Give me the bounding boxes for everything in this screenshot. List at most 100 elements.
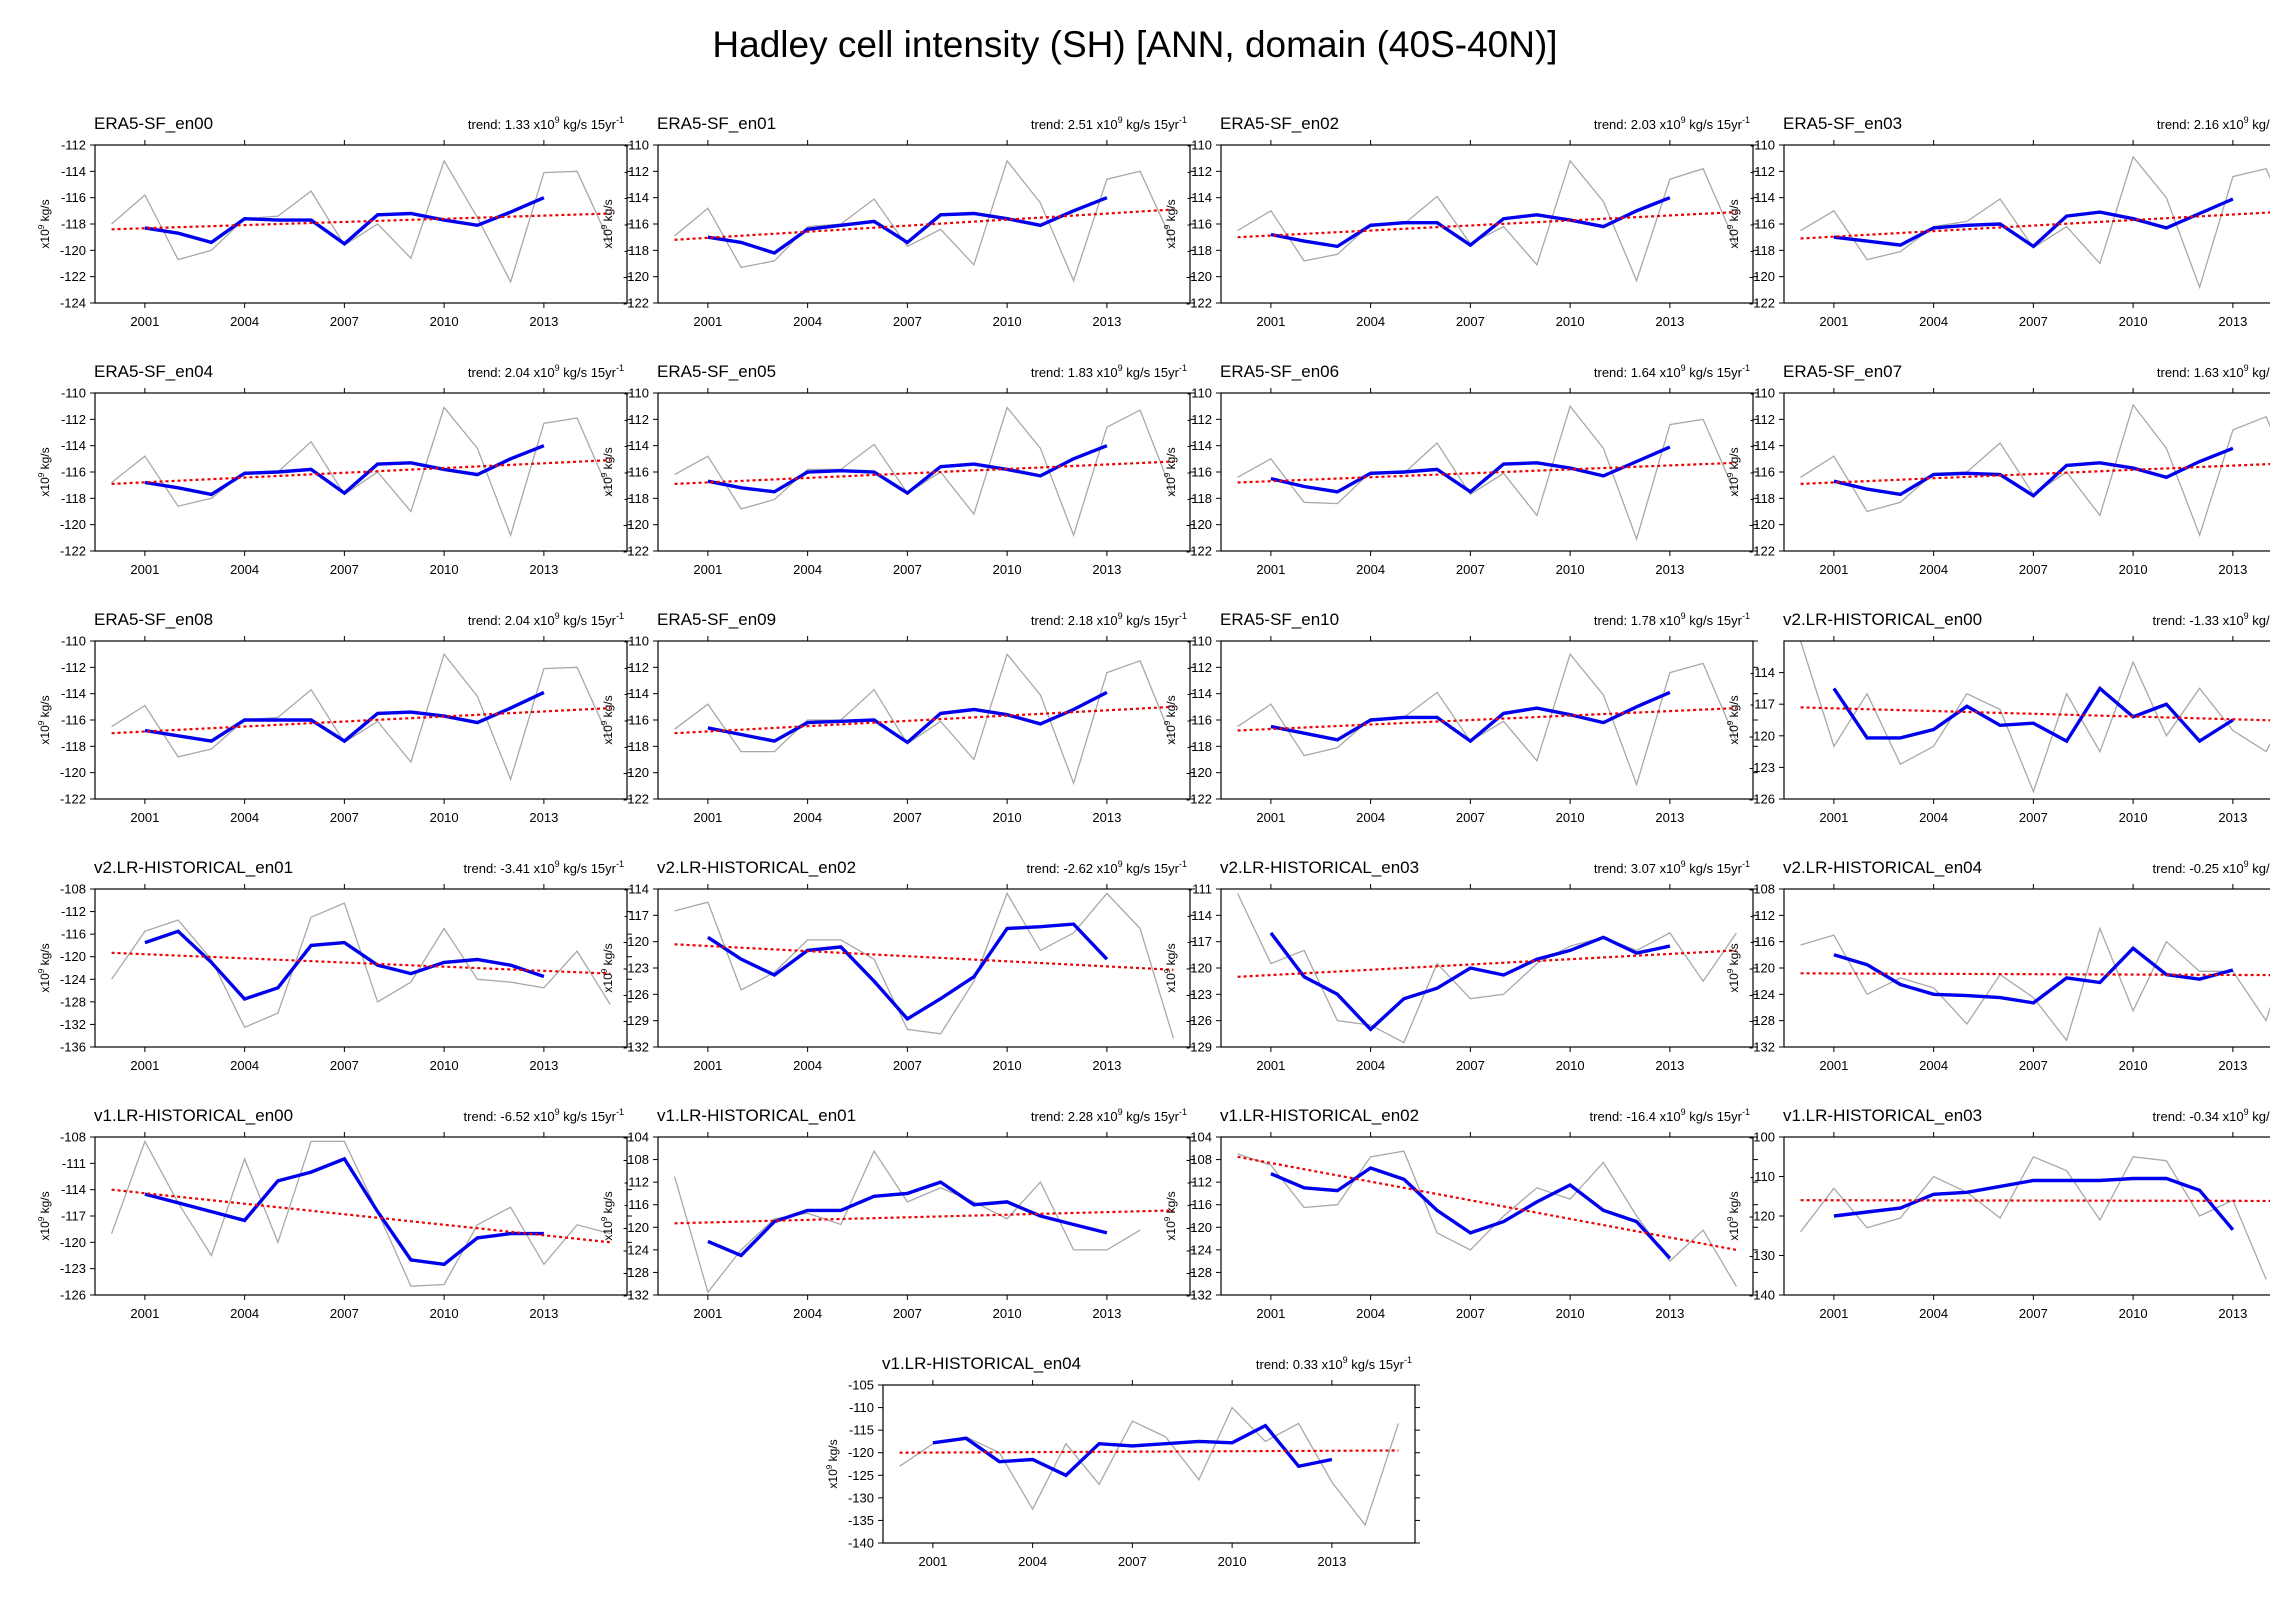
y-axis-label: x109 kg/s <box>600 447 615 496</box>
y-tick-label: -120 <box>1749 517 1775 532</box>
series-smoothed-line <box>144 444 545 497</box>
chart-panel: ERA5-SF_en09 trend: 2.18 x109 kg/s 15yr-1… <box>600 610 1195 825</box>
y-tick-label: -108 <box>1749 882 1775 897</box>
series-raw-line <box>1800 155 2270 290</box>
y-tick-label: -118 <box>1187 739 1212 754</box>
y-axis-label: x109 kg/s <box>600 199 615 248</box>
panel-title: v1.LR-HISTORICAL_en03 <box>1783 1106 1982 1125</box>
panel-title: ERA5-SF_en08 <box>94 610 213 629</box>
x-tick-label: 2013 <box>529 810 558 825</box>
y-tick-label: -112 <box>624 164 649 179</box>
x-tick-label: 2010 <box>1218 1554 1247 1569</box>
series-smoothed-line <box>1270 196 1671 249</box>
series-smoothed-line <box>1269 931 1671 1032</box>
x-tick-label: 2004 <box>230 1306 259 1321</box>
y-tick-label: -112 <box>61 412 86 427</box>
panel-title: ERA5-SF_en10 <box>1220 610 1339 629</box>
y-axis-label: x109 kg/s <box>1163 943 1178 992</box>
plot-frame <box>1783 888 2270 1048</box>
y-tick-label: -126 <box>623 987 649 1002</box>
y-tick-label: -117 <box>1187 934 1212 949</box>
y-tick-label: -116 <box>1750 217 1775 232</box>
x-tick-label: 2007 <box>893 810 922 825</box>
x-tick-label: 2004 <box>1919 1058 1948 1073</box>
plot-frame <box>657 640 1191 800</box>
x-tick-label: 2004 <box>1356 1306 1385 1321</box>
x-tick-label: 2007 <box>1456 314 1485 329</box>
chart-panel: v2.LR-HISTORICAL_en03 trend: 3.07 x109 kg… <box>1163 858 1758 1073</box>
x-tick-label: 2001 <box>693 562 722 577</box>
y-tick-label: -123 <box>1749 760 1775 775</box>
x-tick-label: 2010 <box>1556 810 1585 825</box>
series-raw-line <box>1800 926 2270 1042</box>
y-axis-label: x109 kg/s <box>37 1191 52 1240</box>
x-tick-label: 2001 <box>1256 1306 1285 1321</box>
series-smoothed-line <box>144 1156 544 1267</box>
y-tick-label: -110 <box>1750 1169 1775 1184</box>
x-tick-label: 2007 <box>330 562 359 577</box>
plot-frame <box>882 1384 1416 1544</box>
y-tick-label: -118 <box>61 491 86 506</box>
x-tick-label: 2010 <box>1556 562 1585 577</box>
y-tick-label: -114 <box>61 686 86 701</box>
y-tick-label: -112 <box>61 904 86 919</box>
x-tick-label: 2013 <box>1655 810 1684 825</box>
y-tick-label: -120 <box>60 517 86 532</box>
y-tick-label: -118 <box>624 243 649 258</box>
trend-label: trend: -6.52 x109 kg/s 15yr-1 <box>464 1107 624 1124</box>
x-tick-label: 2007 <box>330 314 359 329</box>
x-tick-label: 2004 <box>230 1058 259 1073</box>
y-tick-label: -124 <box>623 1242 649 1257</box>
plot-frame <box>94 392 628 552</box>
y-tick-label: -114 <box>1750 665 1775 680</box>
series-raw-line <box>674 652 1175 786</box>
series-trend-line <box>1237 211 1737 239</box>
x-tick-label: 2007 <box>330 1058 359 1073</box>
series-smoothed-line <box>707 1180 1108 1258</box>
x-tick-label: 2001 <box>1256 562 1285 577</box>
series-raw-line <box>674 891 1175 1039</box>
x-tick-label: 2007 <box>1456 562 1485 577</box>
chart-panel: v1.LR-HISTORICAL_en01 trend: 2.28 x109 kg… <box>600 1106 1195 1321</box>
y-tick-label: -126 <box>1749 792 1775 807</box>
page-title: Hadley cell intensity (SH) [ANN, domain … <box>712 24 1558 65</box>
series-smoothed-line <box>1833 1176 2235 1231</box>
trend-label: trend: 2.16 x109 kg/s 15yr-1 <box>2157 115 2270 132</box>
x-tick-label: 2013 <box>1317 1554 1346 1569</box>
y-tick-label: -122 <box>623 296 649 311</box>
y-tick-label: -120 <box>1186 517 1212 532</box>
trend-label: trend: -0.25 x109 kg/s 15yr-1 <box>2153 859 2270 876</box>
y-tick-label: -108 <box>60 1130 86 1145</box>
series-smoothed-line <box>1270 690 1671 744</box>
series-raw-line <box>1237 893 1737 1044</box>
y-tick-label: -112 <box>1750 908 1775 923</box>
x-tick-label: 2010 <box>993 810 1022 825</box>
y-tick-label: -116 <box>1187 713 1212 728</box>
x-tick-label: 2001 <box>693 1306 722 1321</box>
series-trend-line <box>899 1449 1399 1454</box>
x-tick-label: 2013 <box>1092 810 1121 825</box>
x-tick-label: 2004 <box>793 810 822 825</box>
y-tick-label: -112 <box>624 412 649 427</box>
series-smoothed-line <box>707 690 1108 745</box>
x-tick-label: 2007 <box>893 1058 922 1073</box>
x-tick-label: 2004 <box>793 314 822 329</box>
y-tick-label: -108 <box>1186 1152 1212 1167</box>
chart-panel: v1.LR-HISTORICAL_en00 trend: -6.52 x109 k… <box>37 1106 632 1321</box>
plot-frame <box>1220 392 1754 552</box>
x-tick-label: 2007 <box>330 810 359 825</box>
series-smoothed-line <box>707 444 1108 496</box>
series-smoothed-line <box>144 196 545 246</box>
x-tick-label: 2010 <box>430 1306 459 1321</box>
trend-label: trend: -2.62 x109 kg/s 15yr-1 <box>1027 859 1187 876</box>
x-tick-label: 2004 <box>1919 314 1948 329</box>
y-tick-label: -120 <box>1186 765 1212 780</box>
y-tick-label: -122 <box>60 269 86 284</box>
x-tick-label: 2001 <box>130 810 159 825</box>
y-tick-label: -129 <box>623 1013 649 1028</box>
series-smoothed-line <box>1833 946 2234 1005</box>
y-tick-label: -114 <box>61 164 86 179</box>
trend-label: trend: 3.07 x109 kg/s 15yr-1 <box>1594 859 1750 876</box>
y-tick-label: -124 <box>1186 1242 1212 1257</box>
y-tick-label: -132 <box>60 1017 86 1032</box>
